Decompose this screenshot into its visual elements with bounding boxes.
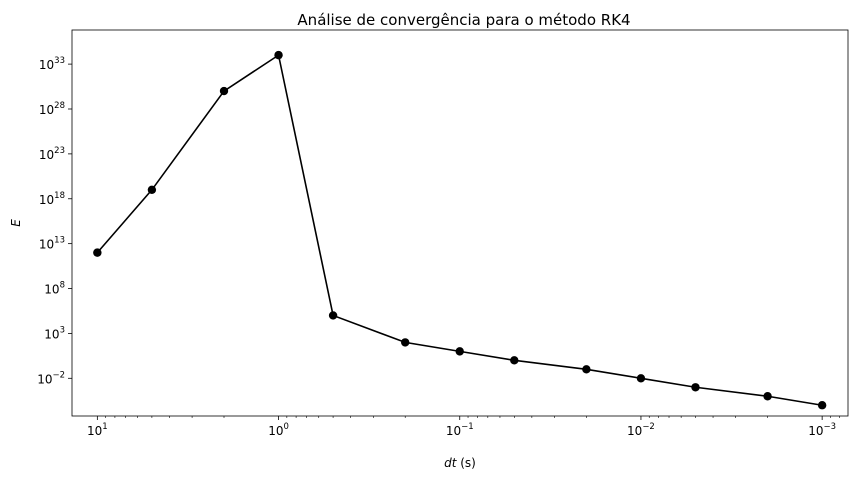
y-axis: 10−2 103 108 1013 1018 1023 1028 1033 — [37, 56, 72, 386]
data-point-marker — [274, 50, 283, 60]
y-tick-label: 1028 — [39, 101, 65, 117]
x-axis: 101 100 10−1 10−2 10−3 — [87, 416, 841, 438]
series-line-group — [93, 50, 827, 410]
data-point-marker — [328, 311, 338, 320]
data-point-marker — [147, 185, 157, 194]
y-tick-label: 10−2 — [37, 370, 65, 386]
data-point-marker — [691, 383, 700, 392]
y-axis-label: E — [9, 219, 23, 227]
y-tick-label: 1023 — [39, 146, 65, 162]
chart-title: Análise de convergência para o método RK… — [297, 11, 630, 29]
data-point-marker — [93, 248, 102, 257]
data-point-marker — [510, 356, 519, 365]
y-tick-label: 108 — [44, 281, 65, 297]
data-point-marker — [582, 365, 591, 374]
x-axis-label: dt (s) — [444, 456, 476, 470]
y-tick-label: 1013 — [39, 236, 65, 252]
data-point-marker — [455, 347, 464, 356]
y-tick-label: 1033 — [39, 56, 65, 72]
y-tick-label: 103 — [44, 325, 65, 341]
x-axis-label-unit: (s) — [456, 456, 475, 470]
x-tick-label: 100 — [268, 422, 289, 438]
data-point-marker — [636, 374, 646, 383]
data-point-marker — [763, 392, 772, 401]
data-point-marker — [219, 86, 229, 96]
plot-area — [72, 30, 848, 416]
y-tick-label: 1018 — [39, 191, 65, 207]
x-tick-label: 10−3 — [808, 422, 836, 438]
x-tick-label: 101 — [87, 422, 108, 438]
x-tick-label: 10−2 — [627, 422, 655, 438]
x-tick-label: 10−1 — [446, 422, 474, 438]
plot-frame — [71, 29, 849, 417]
data-point-marker — [401, 338, 410, 347]
data-point-marker — [817, 401, 827, 410]
x-axis-label-var: dt — [444, 456, 458, 470]
